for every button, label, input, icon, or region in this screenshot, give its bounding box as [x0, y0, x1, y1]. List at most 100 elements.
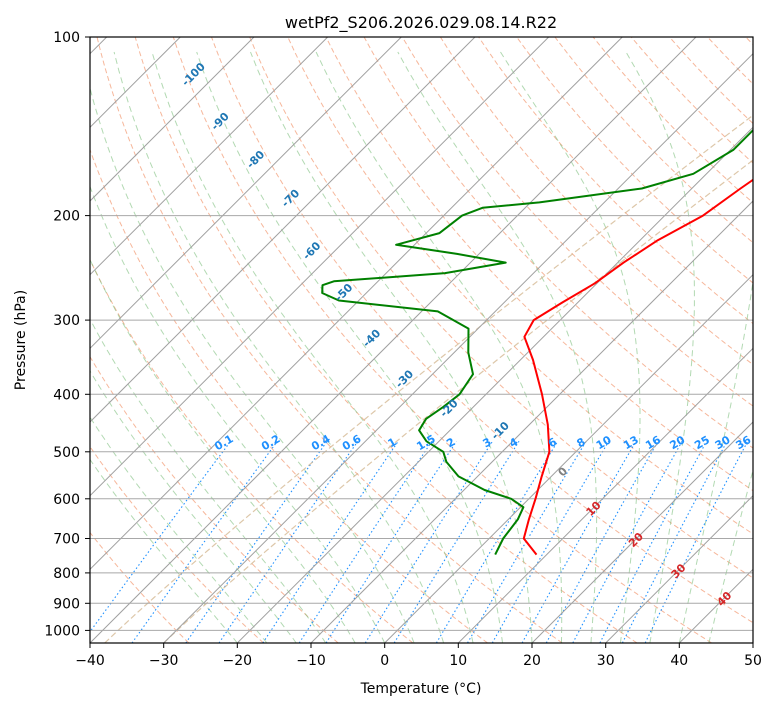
x-tick-label: −10 — [296, 653, 326, 669]
dry-adiabat — [745, 37, 753, 46]
x-tick-label: 10 — [449, 653, 467, 669]
y-tick-label: 900 — [53, 596, 80, 612]
y-tick-label: 200 — [53, 209, 80, 225]
isotherm-line — [605, 494, 753, 643]
dewpoint-line — [321, 128, 753, 556]
mixing-ratio-line — [90, 440, 232, 633]
mixing-ratio-line — [325, 440, 457, 643]
mixing-ratio-label: 30 — [713, 433, 733, 452]
dry-adiabat — [707, 37, 753, 85]
moist-adiabat — [500, 51, 641, 643]
mixing-ratio-line — [131, 440, 278, 643]
dry-adiabat — [669, 37, 753, 125]
isotherm-line — [163, 52, 753, 643]
isotherm-line — [90, 37, 476, 423]
temperature-line — [522, 178, 753, 556]
theta-label: 30 — [669, 561, 689, 581]
y-tick-label: 700 — [53, 532, 80, 548]
isotherm-line — [384, 273, 753, 643]
mixing-ratio-line — [491, 441, 610, 643]
data-layer — [321, 128, 753, 556]
dry-adiabat — [554, 37, 753, 244]
moist-adiabat — [90, 416, 268, 643]
y-tick-label: 600 — [53, 492, 80, 508]
mixing-ratio-line — [185, 440, 328, 643]
mixing-ratio-label: 6 — [546, 435, 559, 450]
isotherm-line — [310, 200, 753, 643]
dry-adiabat — [325, 37, 753, 492]
moist-adiabat — [90, 185, 386, 643]
grid-layer — [90, 37, 753, 643]
isotherm-line — [90, 37, 550, 497]
moist-adiabat — [708, 468, 753, 643]
dry-adiabat — [90, 531, 190, 643]
mixing-ratio-label: 4 — [507, 435, 520, 450]
x-tick-label: 40 — [670, 653, 688, 669]
height-label: -50 — [332, 281, 355, 304]
isotherm-line — [531, 421, 753, 643]
label-layer: -100-90-80-70-60-50-40-30-20-100.1 0.2 0.4… — [179, 60, 753, 609]
theta-label: 40 — [714, 589, 734, 609]
height-label: -40 — [360, 326, 383, 349]
moist-adiabat — [250, 51, 533, 643]
dry-adiabat — [249, 37, 753, 579]
x-tick-label: −20 — [223, 653, 253, 669]
isotherm-line — [90, 37, 623, 571]
mixing-ratio-label: 36 — [733, 433, 753, 452]
mixing-ratio-label: 0.4 — [309, 432, 333, 453]
height-label: -20 — [437, 397, 460, 420]
height-label: -60 — [300, 239, 323, 262]
y-tick-label: 800 — [53, 566, 80, 582]
mixing-ratio-label: 0.2 — [259, 432, 282, 453]
dry-adiabat — [363, 37, 753, 449]
mixing-ratio-label: 2 — [444, 435, 457, 450]
mixing-ratio-label: 1.5 — [414, 432, 437, 453]
height-label: -90 — [209, 110, 232, 133]
moist-adiabat — [90, 258, 356, 643]
dry-adiabat — [134, 37, 638, 643]
moist-adiabat — [678, 51, 753, 643]
mixing-ratio-label: 20 — [668, 433, 688, 452]
moist-adiabat — [90, 318, 327, 643]
moist-adiabat — [90, 86, 415, 643]
dry-adiabat — [90, 445, 264, 643]
zero-label: 0 — [556, 464, 571, 479]
height-label: -70 — [279, 187, 302, 210]
x-tick-label: −30 — [149, 653, 179, 669]
dry-adiabat — [90, 148, 488, 643]
x-tick-label: 0 — [380, 653, 389, 669]
mixing-ratio-line — [393, 441, 520, 643]
mixing-ratio-line — [364, 441, 493, 643]
height-label: -30 — [393, 367, 416, 390]
tick-layer: −40 −30 −20 −10 0 10 20 30 40 5010009008007006005… — [44, 30, 762, 669]
mixing-ratio-label: 0.6 — [340, 432, 364, 453]
mixing-ratio-line — [218, 440, 359, 643]
isotherm-line — [90, 37, 402, 350]
isotherm-line — [90, 37, 329, 276]
y-tick-label: 500 — [53, 445, 80, 461]
y-tick-label: 1000 — [44, 623, 80, 639]
y-tick-label: 300 — [53, 313, 80, 329]
theta-label: 20 — [626, 530, 646, 550]
isentrope-line — [163, 159, 753, 643]
dry-adiabat — [478, 37, 753, 325]
chart-title: wetPf2_S206.2026.029.08.14.R22 — [285, 13, 557, 33]
x-axis-title: Temperature (°C) — [360, 681, 482, 697]
moist-adiabat — [90, 369, 297, 643]
x-tick-label: 50 — [744, 653, 762, 669]
moist-adiabat — [90, 458, 238, 643]
isotherm-line — [236, 126, 753, 643]
isentrope-line — [104, 114, 753, 643]
isotherm-line — [678, 568, 753, 643]
x-tick-label: −40 — [75, 653, 105, 669]
dry-adiabat — [96, 37, 563, 643]
moist-adiabat — [113, 51, 445, 643]
moist-adiabat — [315, 51, 563, 643]
mixing-ratio-line — [262, 440, 399, 643]
isotherm-line — [90, 37, 255, 202]
mixing-ratio-line — [644, 441, 749, 643]
dry-adiabat — [592, 37, 753, 204]
isotherm-line — [457, 347, 753, 643]
mixing-ratio-label: 0.1 — [212, 432, 235, 453]
